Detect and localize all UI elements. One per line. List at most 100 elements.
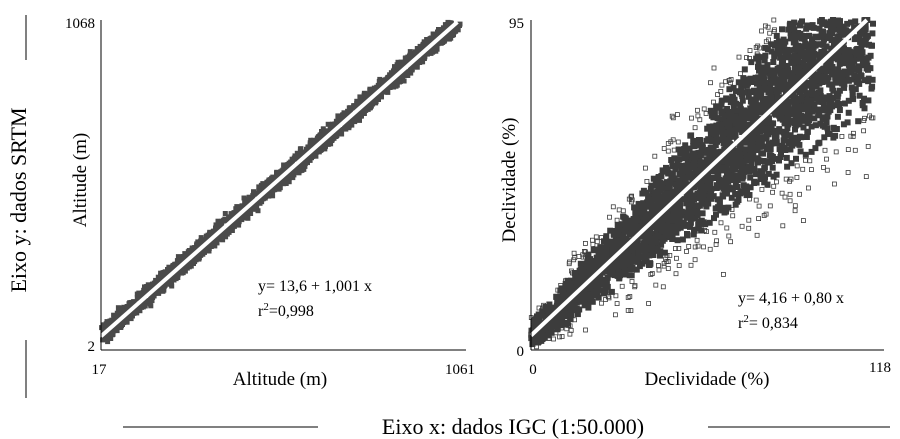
data-point — [780, 78, 787, 84]
data-point — [838, 31, 845, 38]
data-point — [226, 214, 232, 220]
data-point — [669, 205, 675, 212]
data-point — [786, 73, 793, 79]
data-point — [697, 163, 704, 170]
data-point — [720, 140, 727, 147]
data-point — [743, 165, 750, 172]
data-point — [697, 152, 704, 159]
data-point-outlier — [629, 279, 635, 284]
data-point — [208, 243, 214, 249]
data-point — [588, 296, 595, 303]
data-point — [592, 260, 598, 267]
data-point — [743, 122, 750, 129]
data-point — [766, 144, 773, 151]
data-point — [762, 105, 769, 112]
data-point — [854, 73, 861, 80]
data-point — [661, 212, 668, 219]
data-point — [804, 128, 811, 135]
data-point — [343, 126, 349, 132]
slope-y-tick-min: 0 — [517, 344, 525, 360]
data-point — [681, 146, 688, 152]
data-point — [184, 265, 190, 271]
data-point-outlier — [755, 43, 761, 49]
data-point — [182, 251, 188, 257]
data-point — [625, 244, 632, 251]
data-point — [360, 110, 365, 116]
data-point — [819, 73, 826, 80]
data-point — [666, 232, 673, 239]
data-point — [131, 310, 137, 316]
data-point — [798, 93, 805, 100]
data-point — [245, 215, 251, 221]
data-point — [779, 26, 785, 33]
data-point — [848, 19, 854, 26]
data-point — [281, 180, 287, 185]
data-point — [809, 77, 816, 84]
data-point — [720, 185, 727, 192]
data-point — [347, 105, 353, 111]
data-point — [261, 184, 267, 189]
data-point — [856, 92, 863, 99]
data-point-outlier — [756, 203, 762, 209]
data-point — [345, 120, 351, 126]
data-point — [222, 211, 228, 216]
data-point — [840, 23, 847, 30]
data-point — [845, 109, 852, 116]
data-point — [585, 251, 592, 258]
data-point — [856, 28, 863, 35]
data-point — [604, 239, 611, 245]
data-point — [717, 137, 724, 143]
data-point — [696, 137, 703, 143]
data-point-outlier — [613, 293, 619, 299]
data-point — [747, 184, 754, 191]
data-point — [842, 77, 849, 84]
data-point-outlier — [692, 125, 698, 131]
data-point — [740, 75, 747, 82]
data-point — [142, 303, 148, 309]
data-point — [809, 91, 816, 98]
data-point — [659, 185, 666, 192]
data-point — [269, 190, 275, 196]
data-point — [336, 127, 342, 133]
data-point — [614, 231, 621, 238]
data-point — [678, 179, 684, 186]
data-point — [806, 22, 813, 29]
data-point — [294, 150, 300, 156]
data-point — [457, 23, 462, 28]
data-point — [736, 150, 742, 157]
data-point — [740, 120, 747, 127]
data-point-outlier — [739, 223, 745, 229]
data-point — [652, 224, 659, 230]
data-point — [655, 174, 662, 180]
data-point — [833, 53, 840, 60]
data-point — [785, 67, 792, 74]
data-point — [768, 94, 775, 101]
data-point — [626, 217, 633, 224]
data-point — [845, 97, 852, 104]
data-point — [143, 298, 149, 304]
data-point — [617, 242, 624, 249]
data-point — [733, 174, 739, 181]
data-point — [584, 291, 591, 298]
data-point — [738, 166, 745, 173]
data-point — [683, 197, 690, 204]
data-point — [843, 51, 850, 58]
data-point — [602, 288, 609, 295]
data-point-outlier — [782, 194, 788, 200]
data-point — [841, 81, 848, 88]
data-point — [702, 221, 709, 228]
data-point — [761, 179, 768, 186]
data-point — [833, 50, 840, 57]
data-point — [229, 222, 235, 228]
data-point — [671, 175, 678, 182]
data-point — [610, 231, 617, 238]
data-point — [657, 252, 663, 259]
data-point — [769, 67, 776, 74]
data-point — [678, 208, 685, 215]
data-point — [836, 18, 842, 25]
data-point — [797, 148, 804, 155]
data-point — [616, 274, 623, 281]
data-point — [119, 305, 124, 311]
data-point — [581, 288, 587, 295]
data-point-outlier — [821, 164, 826, 170]
